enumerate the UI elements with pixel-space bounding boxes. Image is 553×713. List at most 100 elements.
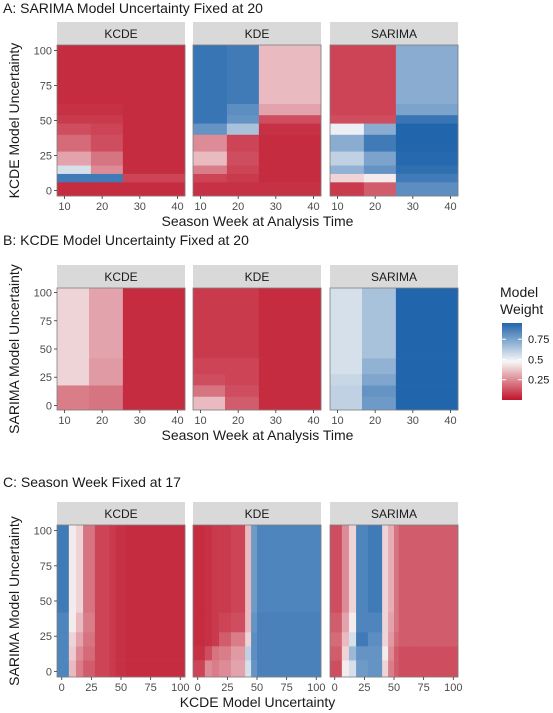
heatmap-cell: [122, 288, 186, 359]
heatmap-cell: [367, 646, 383, 661]
heatmap-cell: [348, 646, 357, 661]
heatmap-cell: [135, 660, 186, 678]
heatmap-cell: [57, 173, 92, 183]
heatmap-cell: [193, 358, 226, 375]
heatmap-cell: [330, 385, 363, 397]
heatmap-cell: [211, 525, 220, 613]
heatmap-cell: [57, 385, 90, 397]
heatmap-cell: [193, 525, 206, 613]
heatmap-cell: [382, 646, 389, 661]
heatmap-cell: [330, 103, 365, 116]
heatmap-cell: [122, 114, 186, 124]
panel-sarima: SARIMA 10 20 30 40: [329, 265, 459, 427]
heatmap-cell: [226, 45, 260, 105]
heatmap-cell: [121, 631, 127, 647]
x-tick-label: 75: [145, 682, 157, 694]
heatmap-cell: [330, 182, 365, 197]
heatmap-cell: [211, 631, 220, 647]
heatmap-cell: [204, 525, 213, 613]
heatmap-cell: [362, 396, 397, 411]
heatmap-cell: [57, 182, 92, 197]
heatmap-cell: [367, 631, 383, 647]
heatmap-cell: [330, 646, 343, 661]
x-tick-label: 20: [232, 201, 244, 213]
heatmap-cell: [121, 646, 127, 661]
heatmap-cell: [398, 631, 409, 647]
heatmap-cell: [219, 525, 232, 613]
x-tick-label: 30: [407, 415, 419, 427]
heatmap-cell: [258, 173, 322, 183]
heatmap-cell: [225, 358, 260, 375]
heatmap-cell: [330, 173, 365, 183]
strip-label: SARIMA: [371, 27, 417, 41]
heatmap-cell: [226, 151, 260, 166]
panel-kcde: KCDE 0 25 50 75 100 0 25 50 75 100: [34, 502, 189, 694]
heatmap-cell: [122, 123, 186, 135]
heatmap-cell: [356, 525, 369, 613]
y-tick-label: 0: [46, 666, 52, 678]
heatmap-cell: [382, 525, 389, 613]
heatmap-cell: [245, 631, 252, 647]
panel-border: [192, 44, 322, 197]
heatmap-cell: [122, 385, 186, 397]
heatmap-cell: [90, 182, 124, 197]
heatmap-cell: [135, 612, 186, 633]
heatmap-cell: [388, 525, 395, 613]
heatmap-cell: [341, 660, 350, 678]
heatmap-cell: [226, 103, 260, 116]
heatmap-cell: [363, 165, 397, 174]
heatmap-cell: [348, 660, 357, 678]
strip-label: KCDE: [104, 27, 137, 41]
strip-background: [330, 502, 458, 525]
heatmap-cell: [395, 288, 459, 359]
heatmap-cell: [230, 631, 246, 647]
heatmap-cell: [394, 631, 400, 647]
heatmap-cell: [204, 646, 213, 661]
heatmap-cell: [83, 646, 96, 661]
heatmap-cell: [261, 631, 272, 647]
x-tick-label: 10: [58, 415, 70, 427]
heatmap-cell: [367, 660, 383, 678]
x-tick-label: 100: [444, 682, 462, 694]
panel-kde: KDE 10 20 30 40: [192, 22, 322, 213]
heatmap-cell: [94, 646, 110, 661]
heatmap-cell: [225, 385, 260, 397]
chart-title: A: SARIMA Model Uncertainty Fixed at 20: [3, 0, 263, 16]
heatmap-cell: [225, 373, 260, 386]
heatmap-cell: [382, 660, 389, 678]
heatmap-cell: [245, 612, 252, 633]
strip-label: KCDE: [104, 507, 137, 521]
heatmap-cell: [193, 288, 226, 359]
heatmap-cell: [261, 612, 272, 633]
heatmap-cell: [394, 646, 400, 661]
heatmap-cell: [204, 660, 213, 678]
heatmap-cell: [258, 103, 322, 116]
heatmap-cell: [341, 525, 350, 613]
x-tick-label: 40: [171, 201, 183, 213]
heatmap-cell: [90, 151, 124, 166]
heatmap-cell: [330, 660, 343, 678]
y-axis-label: SARIMA Model Uncertainty: [6, 516, 22, 686]
heatmap-cell: [395, 358, 459, 375]
y-axis-label: SARIMA Model Uncertainty: [6, 264, 22, 434]
heatmap-cell: [382, 612, 389, 633]
strip-background: [193, 22, 321, 45]
heatmap-cell: [226, 114, 260, 124]
heatmap-cell: [122, 165, 186, 174]
heatmap-cell: [115, 631, 122, 647]
heatmap-cell: [90, 123, 124, 135]
heatmap-cell: [57, 525, 70, 613]
panel-sarima: SARIMA 0 25 50 75 100: [329, 502, 462, 694]
heatmap-cell: [193, 165, 228, 174]
strip-label: KDE: [245, 270, 270, 284]
heatmap-cell: [75, 525, 84, 613]
heatmap-cell: [341, 646, 350, 661]
heatmap-cell: [388, 612, 395, 633]
heatmap-cell: [330, 358, 363, 375]
heatmap-cell: [193, 134, 228, 152]
panel-kde: KDE 0 25 50 75 100: [192, 502, 325, 694]
heatmap-cell: [408, 646, 459, 661]
heatmap-cell: [251, 646, 258, 661]
heatmap-cell: [362, 373, 397, 386]
